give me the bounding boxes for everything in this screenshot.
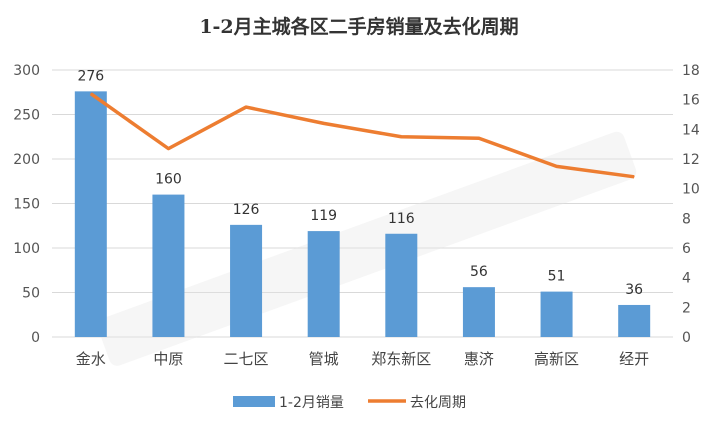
- y-right-tick-label: 8: [682, 211, 691, 227]
- bar-金水: [74, 91, 107, 337]
- legend-label-bar: 1-2月销量: [279, 395, 344, 411]
- x-tick-label: 二七区: [224, 350, 269, 368]
- bar-管城: [307, 231, 340, 337]
- y-right-tick-label: 2: [682, 300, 691, 316]
- x-tick-label: 中原: [153, 350, 183, 368]
- x-tick-label: 高新区: [534, 350, 579, 368]
- y-left-tick-label: 0: [31, 330, 40, 346]
- y-left-tick-label: 250: [13, 108, 40, 124]
- line-point-高新区: [556, 165, 558, 167]
- gridlines: [52, 69, 673, 338]
- y-right-tick-label: 10: [682, 182, 700, 198]
- legend-swatch-bar: [233, 396, 275, 407]
- x-tick-label: 管城: [309, 350, 339, 368]
- y-right-tick-label: 4: [682, 271, 691, 287]
- y-left-tick-label: 150: [13, 197, 40, 213]
- line-point-惠济: [478, 137, 480, 139]
- line-point-二七区: [245, 106, 247, 108]
- data-label: 56: [470, 264, 488, 280]
- chart-title: 1-2月主城各区二手房销量及去化周期: [199, 15, 518, 38]
- line-point-管城: [323, 122, 325, 124]
- y-left-tick-label: 50: [22, 286, 40, 302]
- legend: 1-2月销量 去化周期: [233, 395, 466, 411]
- data-label: 276: [77, 68, 104, 84]
- data-label: 160: [155, 172, 182, 188]
- bar-经开: [618, 304, 651, 337]
- y-right-tick-label: 14: [682, 122, 700, 138]
- y-left-tick-label: 100: [13, 241, 40, 257]
- legend-label-line: 去化周期: [410, 395, 466, 411]
- y-right-tick-label: 0: [682, 330, 691, 346]
- line-point-郑东新区: [400, 136, 402, 138]
- bar-series: 276 160 126 119 116 56 51 36: [74, 68, 651, 337]
- x-tick-label: 惠济: [464, 350, 494, 368]
- bar-高新区: [540, 291, 573, 337]
- y-right-tick-label: 6: [682, 241, 691, 257]
- line-point-金水: [90, 93, 92, 95]
- bar-郑东新区: [385, 233, 418, 337]
- axes: 0 50 100 150 200 250 300 0 2 4 6 8 10 12 14 16 18 金水 中原 二七区…: [13, 63, 700, 368]
- line-series: [89, 92, 635, 179]
- line-point-中原: [167, 148, 169, 150]
- line-point-经开: [633, 176, 635, 178]
- x-tick-label: 郑东新区: [371, 350, 431, 368]
- data-label: 126: [233, 202, 260, 218]
- y-right-tick-label: 16: [682, 93, 700, 109]
- data-label: 36: [625, 282, 643, 298]
- bar-二七区: [230, 224, 263, 337]
- y-left-tick-label: 300: [13, 63, 40, 79]
- line-去化周期: [89, 92, 635, 179]
- data-label: 119: [310, 208, 337, 224]
- y-right-tick-label: 12: [682, 152, 700, 168]
- x-tick-label: 经开: [619, 350, 649, 368]
- x-tick-label: 金水: [76, 350, 106, 368]
- data-label: 51: [548, 269, 566, 285]
- y-right-tick-label: 18: [682, 63, 700, 79]
- data-label: 116: [388, 211, 415, 227]
- bar-惠济: [462, 287, 495, 337]
- bar-中原: [152, 194, 185, 337]
- y-left-tick-label: 200: [13, 152, 40, 168]
